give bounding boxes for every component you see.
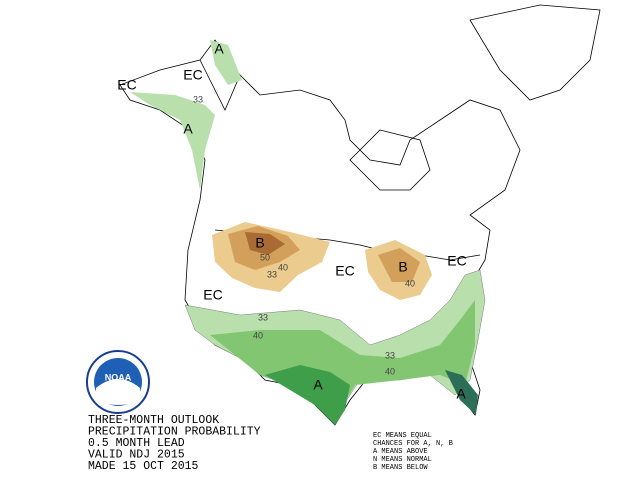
logo-text: NOAA bbox=[105, 372, 132, 382]
legend-line: B MEANS BELOW bbox=[373, 464, 428, 472]
contour-label: 33 bbox=[385, 350, 395, 360]
above-area-alaska bbox=[210, 40, 242, 85]
above-area-medium bbox=[210, 300, 475, 410]
contour-label: 40 bbox=[253, 330, 263, 340]
contour-label: 50 bbox=[260, 252, 270, 262]
legend-line: CHANCES FOR A, N, B bbox=[373, 440, 453, 448]
legend-line: EC MEANS EQUAL bbox=[373, 432, 432, 440]
title-line: MADE 15 OCT 2015 bbox=[88, 460, 199, 473]
category-label: EC bbox=[117, 77, 136, 93]
category-label: A bbox=[313, 377, 323, 393]
category-label: EC bbox=[335, 263, 354, 279]
contour-label: 33 bbox=[258, 312, 268, 322]
contour-label: 40 bbox=[405, 278, 415, 288]
contour-label: 40 bbox=[278, 262, 288, 272]
above-area-dark bbox=[265, 365, 350, 425]
title-line: 0.5 MONTH LEAD bbox=[88, 437, 185, 450]
category-label: B bbox=[398, 259, 407, 275]
below-area-east-medium bbox=[378, 248, 420, 282]
category-label: A bbox=[214, 41, 224, 57]
category-label: EC bbox=[203, 287, 222, 303]
category-label: EC bbox=[183, 67, 202, 83]
hudson-bay bbox=[349, 129, 431, 191]
above-area-darkest bbox=[445, 370, 478, 415]
category-label: A bbox=[183, 121, 193, 137]
contour-label: 33 bbox=[193, 94, 203, 104]
title-line: THREE-MONTH OUTLOOK bbox=[88, 414, 219, 427]
title-line: VALID NDJ 2015 bbox=[88, 449, 185, 462]
contour-label: 40 bbox=[385, 366, 395, 376]
title-line: PRECIPITATION PROBABILITY bbox=[88, 426, 261, 439]
contour-label: 33 bbox=[267, 269, 277, 279]
alaska-border bbox=[199, 59, 241, 111]
category-label: A bbox=[456, 386, 466, 402]
legend-line: N MEANS NORMAL bbox=[373, 456, 432, 464]
category-label: EC bbox=[447, 253, 466, 269]
logo-bird bbox=[96, 379, 140, 405]
category-label: B bbox=[255, 235, 264, 251]
legend-line: A MEANS ABOVE bbox=[373, 448, 428, 456]
greenland bbox=[469, 4, 601, 101]
above-area-west bbox=[130, 92, 215, 190]
below-area-dark bbox=[245, 232, 285, 255]
